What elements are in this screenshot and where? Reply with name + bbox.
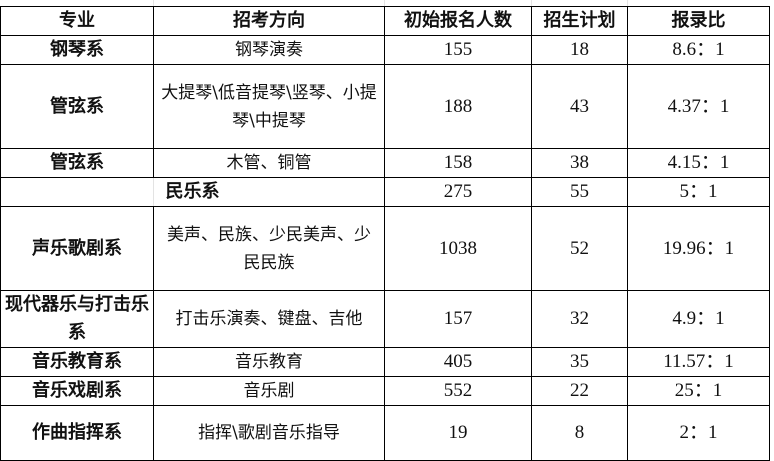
header-row: 专业 招考方向 初始报名人数 招生计划 报录比 (0, 6, 770, 36)
cell-quota[interactable]: 38 (531, 148, 628, 178)
cell-direction[interactable]: 钢琴演奏 (153, 35, 385, 65)
cell-major[interactable]: 作曲指挥系 (0, 405, 154, 461)
table-row: 声乐歌剧系 美声、民族、少民美声、少民民族 1038 52 19.96：1 (0, 206, 770, 291)
cell-applicants[interactable]: 552 (384, 376, 532, 406)
table-row: 作曲指挥系 指挥\歌剧音乐指导 19 8 2：1 (0, 405, 770, 461)
header-direction[interactable]: 招考方向 (153, 6, 385, 36)
table-row: 现代器乐与打击乐系 打击乐演奏、键盘、吉他 157 32 4.9：1 (0, 290, 770, 348)
cell-major[interactable]: 管弦系 (0, 64, 154, 149)
cell-applicants[interactable]: 1038 (384, 206, 532, 291)
table-row: 钢琴系 钢琴演奏 155 18 8.6：1 (0, 35, 770, 65)
cell-ratio[interactable]: 19.96：1 (627, 206, 770, 291)
cell-major[interactable]: 钢琴系 (0, 35, 154, 65)
table-row: 管弦系 大提琴\低音提琴\竖琴、小提琴\中提琴 188 43 4.37：1 (0, 64, 770, 149)
cell-ratio[interactable]: 8.6：1 (627, 35, 770, 65)
cell-major[interactable]: 现代器乐与打击乐系 (0, 290, 154, 348)
cell-major[interactable]: 音乐戏剧系 (0, 376, 154, 406)
cell-ratio[interactable]: 4.9：1 (627, 290, 770, 348)
cell-quota[interactable]: 55 (531, 177, 628, 207)
cell-direction[interactable]: 指挥\歌剧音乐指导 (153, 405, 385, 461)
cell-major[interactable]: 音乐教育系 (0, 347, 154, 377)
cell-direction[interactable]: 大提琴\低音提琴\竖琴、小提琴\中提琴 (153, 64, 385, 149)
header-quota[interactable]: 招生计划 (531, 6, 628, 36)
cell-major[interactable]: 管弦系 (0, 148, 154, 178)
cell-quota[interactable]: 18 (531, 35, 628, 65)
header-ratio[interactable]: 报录比 (627, 6, 770, 36)
cell-applicants[interactable]: 405 (384, 347, 532, 377)
table-row: 民乐系 275 55 5：1 (0, 177, 770, 207)
cell-major[interactable]: 民乐系 (0, 177, 385, 207)
admission-table: 专业 招考方向 初始报名人数 招生计划 报录比 钢琴系 钢琴演奏 155 18 … (0, 6, 770, 461)
cell-applicants[interactable]: 155 (384, 35, 532, 65)
cell-direction[interactable]: 打击乐演奏、键盘、吉他 (153, 290, 385, 348)
cell-applicants[interactable]: 157 (384, 290, 532, 348)
cell-major[interactable]: 声乐歌剧系 (0, 206, 154, 291)
cell-ratio[interactable]: 2：1 (627, 405, 770, 461)
cell-ratio[interactable]: 5：1 (627, 177, 770, 207)
cell-ratio[interactable]: 11.57：1 (627, 347, 770, 377)
cell-ratio[interactable]: 4.37：1 (627, 64, 770, 149)
cell-ratio[interactable]: 25：1 (627, 376, 770, 406)
table-row: 音乐戏剧系 音乐剧 552 22 25：1 (0, 376, 770, 406)
cell-ratio[interactable]: 4.15：1 (627, 148, 770, 178)
cell-direction[interactable]: 音乐剧 (153, 376, 385, 406)
cell-quota[interactable]: 8 (531, 405, 628, 461)
header-major[interactable]: 专业 (0, 6, 154, 36)
cell-quota[interactable]: 35 (531, 347, 628, 377)
cell-direction[interactable]: 木管、铜管 (153, 148, 385, 178)
table-row: 音乐教育系 音乐教育 405 35 11.57：1 (0, 347, 770, 377)
cell-quota[interactable]: 52 (531, 206, 628, 291)
cell-applicants[interactable]: 275 (384, 177, 532, 207)
cell-quota[interactable]: 22 (531, 376, 628, 406)
cell-applicants[interactable]: 158 (384, 148, 532, 178)
cell-quota[interactable]: 32 (531, 290, 628, 348)
cell-direction[interactable]: 音乐教育 (153, 347, 385, 377)
cell-applicants[interactable]: 19 (384, 405, 532, 461)
cell-applicants[interactable]: 188 (384, 64, 532, 149)
table-row: 管弦系 木管、铜管 158 38 4.15：1 (0, 148, 770, 178)
cell-quota[interactable]: 43 (531, 64, 628, 149)
header-applicants[interactable]: 初始报名人数 (384, 6, 532, 36)
cell-direction[interactable]: 美声、民族、少民美声、少民民族 (153, 206, 385, 291)
